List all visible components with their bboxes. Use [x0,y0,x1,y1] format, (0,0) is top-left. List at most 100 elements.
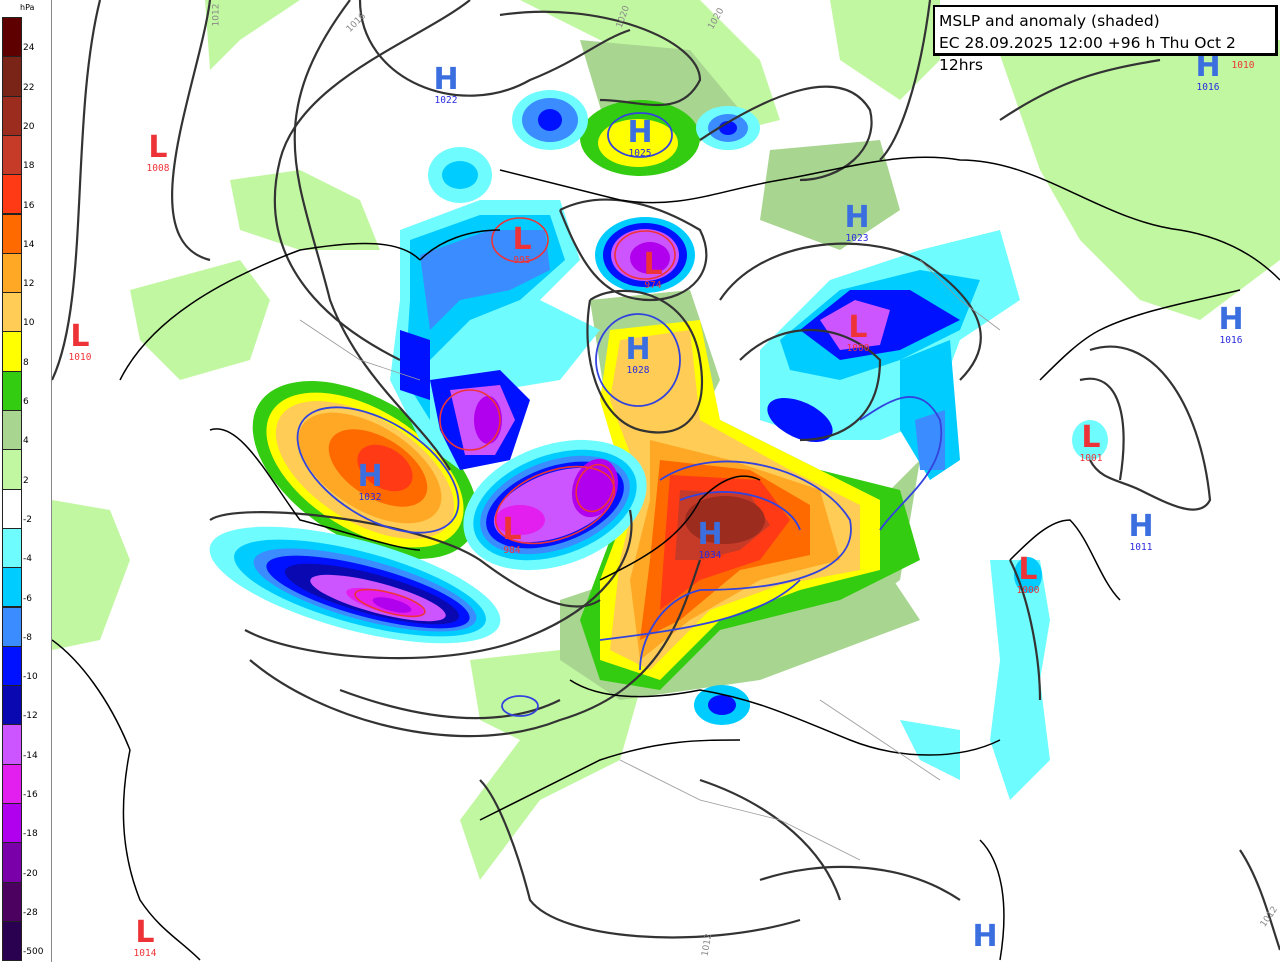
legend-tick-label: -4 [23,554,32,565]
pressure-value: 974 [644,280,662,291]
legend-tick-label: -8 [23,632,32,643]
legend-swatch [2,724,22,765]
coastlines [52,156,1280,961]
legend-tick-label: 24 [23,43,35,54]
legend-swatch [2,920,22,962]
legend-swatch [2,645,22,687]
legend-tick-label: -18 [23,829,38,840]
legend-tick-label: 18 [23,161,35,172]
isobars-high [296,112,943,717]
legend-swatch [2,842,22,883]
pressure-value: 1011 [1129,542,1153,553]
pressure-value: 1034 [698,550,722,561]
color-legend: hPa 24 22 20 18 16 14 12 10 8 6 4 2 -2 -4 -6 -8 -10 -12 -1… [0,0,52,962]
legend-swatch [2,567,22,608]
low-pressure-center: L 995 [512,225,531,267]
legend-swatch [2,56,22,97]
high-pressure-center: H 1032 [357,462,382,504]
borders [299,259,1001,861]
pressure-value: 984 [503,545,521,556]
low-symbol: L [1018,552,1038,587]
high-pressure-center: H 1034 [697,520,722,562]
chart-title: MSLP and anomaly (shaded) [939,12,1160,30]
legend-tick-label: 20 [23,121,35,132]
legend-tick-label: -6 [23,593,32,604]
pressure-value: 1032 [358,492,382,503]
legend-swatch [2,331,22,372]
mslp-map: 1012 1016 1020 1020 1012 1012 H 1022 H 1025 H 1023… [52,0,1280,962]
low-symbol: L [848,310,868,345]
legend-swatch [2,292,22,333]
low-symbol: L [512,222,532,257]
high-symbol: H [1128,509,1154,544]
low-pressure-center: L 974 [643,250,662,292]
legend-tick-label: -10 [23,672,38,683]
legend-swatch [2,763,22,804]
high-pressure-center: H 1028 [625,335,650,377]
legend-tick-label: -14 [23,750,38,761]
legend-swatch [2,606,22,647]
legend-swatch [2,488,22,529]
legend-tick-label: 12 [23,279,35,290]
high-pressure-center: H [972,922,997,952]
low-symbol: L [70,319,90,354]
legend-tick-label: -20 [23,868,38,879]
legend-swatch [2,213,22,254]
high-symbol: H [627,115,653,150]
legend-tick-label: 4 [23,436,29,447]
legend-swatch [2,685,22,726]
legend-swatch [2,252,22,294]
low-symbol: L [502,512,522,547]
low-pressure-center: L 984 [502,515,521,557]
legend-tick-label: 2 [23,475,29,486]
high-pressure-center: H 1022 [433,65,458,107]
low-pressure-center: L 1000 [1017,555,1040,597]
low-pressure-center: L 1014 [134,918,157,960]
legend-tick-label: 16 [23,200,35,211]
pressure-value: 1008 [146,163,170,174]
high-symbol: H [697,517,723,552]
legend-swatch [2,134,22,176]
high-pressure-center: H 1011 [1128,512,1153,554]
legend-swatch [2,527,22,569]
high-pressure-center: H 1016 [1195,52,1220,94]
pressure-value: 1014 [133,948,157,959]
low-symbol: L [148,130,168,165]
high-1034 [580,320,920,690]
pressure-value: 1022 [434,95,458,106]
legend-unit: hPa [20,3,35,12]
legend-tick-label: -16 [23,790,38,800]
legend-swatch [2,410,22,451]
legend-swatch [2,881,22,922]
pressure-value: 1000 [846,343,870,354]
pressure-value: 1016 [1196,82,1220,93]
legend-tick-label: 8 [23,357,29,368]
low-symbol: L [643,247,663,282]
low-symbol: L [135,915,155,950]
pressure-value: 1000 [1016,585,1040,596]
legend-swatch [2,174,22,215]
chart-title-box: MSLP and anomaly (shaded) EC 28.09.2025 … [933,5,1278,74]
high-symbol: H [1218,302,1244,337]
legend-tick-label: 14 [23,239,35,250]
high-1025 [580,100,700,176]
legend-tick-label: 10 [23,318,35,329]
legend-tick-label: -12 [23,711,38,722]
high-pressure-center: H 1025 [627,118,652,160]
legend-swatch [2,449,22,490]
low-pressure-center: L 1008 [147,133,170,175]
negative-anomaly [209,90,1108,800]
pressure-value: 1028 [626,365,650,376]
isobars-low [354,217,676,618]
low-pressure-center: L 1001 [1080,423,1103,465]
chart-subtitle: EC 28.09.2025 12:00 +96 h Thu Oct 2 12hr… [939,34,1236,74]
high-symbol: H [844,200,870,235]
legend-swatch [2,370,22,411]
legend-tick-label: -28 [23,907,38,918]
low-symbol: L [1081,420,1101,455]
high-pressure-center: H 1016 [1218,305,1243,347]
pressure-value: 1016 [1219,335,1243,346]
pressure-value: 1010 [1231,60,1255,71]
isobar-label: 1012 [211,3,222,27]
pressure-value: 1010 [68,352,92,363]
